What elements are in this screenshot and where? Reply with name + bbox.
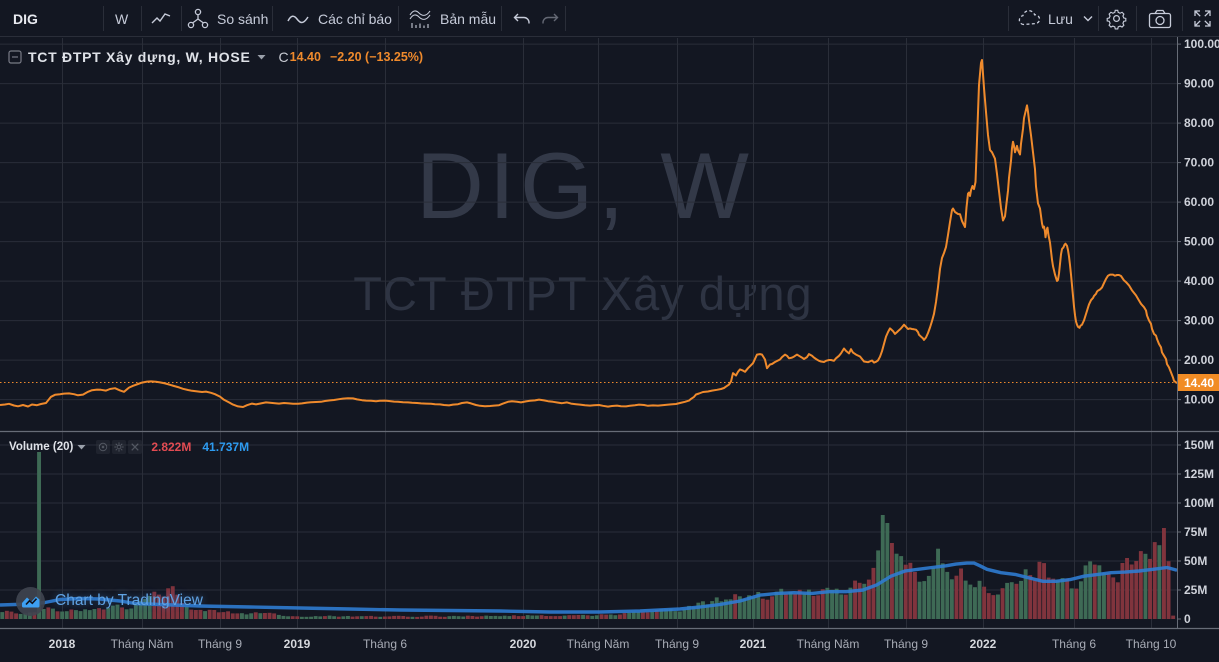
svg-text:10.00: 10.00 [1184, 393, 1214, 407]
svg-text:30.00: 30.00 [1184, 314, 1214, 328]
svg-text:2022: 2022 [970, 637, 997, 651]
svg-text:50M: 50M [1184, 554, 1207, 568]
svg-text:100M: 100M [1184, 496, 1214, 510]
svg-text:2018: 2018 [49, 637, 76, 651]
svg-text:2021: 2021 [740, 637, 767, 651]
svg-text:0: 0 [1184, 612, 1191, 626]
svg-text:Tháng 9: Tháng 9 [655, 637, 699, 651]
svg-text:100.00: 100.00 [1184, 37, 1219, 51]
svg-text:25M: 25M [1184, 583, 1207, 597]
svg-text:Tháng 10: Tháng 10 [1126, 637, 1177, 651]
svg-text:150M: 150M [1184, 438, 1214, 452]
svg-text:DIG, W: DIG, W [416, 133, 754, 238]
svg-text:2019: 2019 [284, 637, 311, 651]
svg-text:Tháng 6: Tháng 6 [1052, 637, 1096, 651]
svg-text:125M: 125M [1184, 467, 1214, 481]
svg-text:40.00: 40.00 [1184, 274, 1214, 288]
svg-text:Tháng Năm: Tháng Năm [797, 637, 860, 651]
svg-text:90.00: 90.00 [1184, 77, 1214, 91]
svg-text:Tháng Năm: Tháng Năm [567, 637, 630, 651]
svg-text:75M: 75M [1184, 525, 1207, 539]
svg-text:80.00: 80.00 [1184, 116, 1214, 130]
svg-text:Tháng 9: Tháng 9 [884, 637, 928, 651]
svg-text:20.00: 20.00 [1184, 353, 1214, 367]
svg-text:60.00: 60.00 [1184, 195, 1214, 209]
svg-text:Tháng 9: Tháng 9 [198, 637, 242, 651]
svg-text:TCT ĐTPT Xây dựng: TCT ĐTPT Xây dựng [353, 267, 812, 320]
svg-text:2020: 2020 [510, 637, 537, 651]
svg-text:14.40: 14.40 [1184, 376, 1214, 390]
svg-text:50.00: 50.00 [1184, 235, 1214, 249]
svg-text:70.00: 70.00 [1184, 156, 1214, 170]
svg-text:Tháng Năm: Tháng Năm [111, 637, 174, 651]
svg-text:Tháng 6: Tháng 6 [363, 637, 407, 651]
